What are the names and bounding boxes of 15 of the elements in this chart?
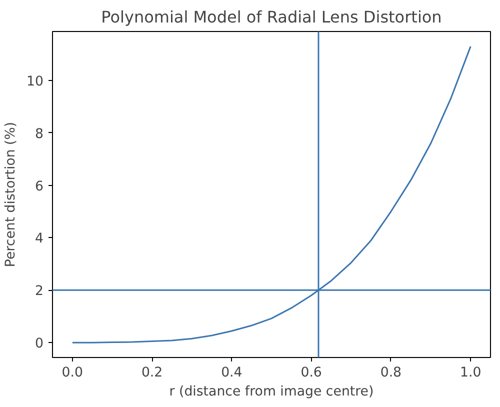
chart-title: Polynomial Model of Radial Lens Distortion [101, 8, 442, 26]
x-tick-label: 0.0 [62, 366, 84, 380]
x-tick-label: 0.8 [380, 366, 402, 380]
x-tick-label: 1.0 [460, 366, 482, 380]
y-tick-label: 0 [35, 336, 44, 352]
x-axis-title: r (distance from image centre) [169, 384, 374, 400]
y-tick-label: 8 [35, 126, 44, 142]
y-tick-label: 4 [35, 232, 44, 247]
x-tick-label: 0.2 [141, 366, 163, 380]
x-tick-label: 0.4 [221, 366, 242, 380]
x-tick-label: 0.6 [300, 366, 322, 380]
y-tick-label: 2 [35, 284, 44, 300]
y-tick-label: 6 [35, 179, 44, 194]
y-tick-label: 10 [26, 74, 44, 90]
y-axis-title: Percent distortion (%) [4, 122, 19, 268]
